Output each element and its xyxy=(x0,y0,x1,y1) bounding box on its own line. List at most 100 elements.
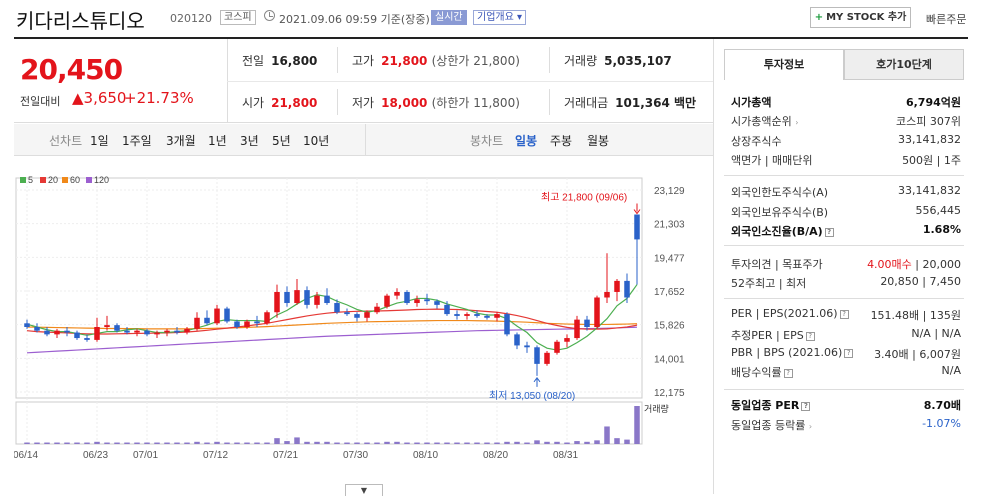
quick-order-link[interactable]: 빠른주문 xyxy=(926,13,967,26)
volume-bar xyxy=(234,442,240,444)
chevron-down-icon[interactable]: ▼ xyxy=(345,484,383,496)
opinion-row: 투자의견 | 목표주가 4.00매수 | 20,000 xyxy=(731,256,961,272)
help-icon[interactable]: ? xyxy=(844,349,854,358)
foreign-hold-value: 556,445 xyxy=(915,204,962,217)
ma20-line xyxy=(26,308,638,335)
period-1w[interactable]: 1주일 xyxy=(122,134,152,148)
per-row: PER | EPS(2021.06)? 151.48배 | 135원 xyxy=(731,307,961,322)
ma5-line xyxy=(26,284,638,351)
price-chart[interactable]: 23,129 21,303 19,477 17,652 15,826 14,001 12,1… xyxy=(14,170,713,490)
divider xyxy=(337,47,338,73)
divider xyxy=(724,245,964,246)
candle-body xyxy=(594,297,600,327)
candle-body xyxy=(544,352,550,364)
help-icon[interactable]: ? xyxy=(839,310,849,319)
candle-body xyxy=(554,341,560,353)
help-icon[interactable]: ? xyxy=(783,369,793,378)
shares-value: 33,141,832 xyxy=(898,133,961,146)
tab-order-book[interactable]: 호가10단계 xyxy=(844,49,964,80)
candle-daily[interactable]: 일봉 xyxy=(515,134,538,148)
volume-bar xyxy=(394,441,400,444)
period-3y[interactable]: 3년 xyxy=(240,134,259,148)
volume-bar xyxy=(34,442,40,444)
sector-rate-label: 동일업종 등락률 xyxy=(731,419,806,432)
candle-body xyxy=(614,280,620,292)
candle-body xyxy=(94,326,100,340)
x-tick-label: 07/12 xyxy=(203,450,228,461)
volume-bar xyxy=(154,442,160,444)
market-cap-value: 6,794억원 xyxy=(905,96,961,109)
volume-bar xyxy=(354,442,360,444)
period-1y[interactable]: 1년 xyxy=(208,134,227,148)
cap-rank-row: 시가총액순위 › 코스피 307위 xyxy=(731,113,961,129)
volume-bar xyxy=(554,441,560,444)
min-arrow-head xyxy=(533,377,541,383)
candle-body xyxy=(564,338,570,342)
period-5y[interactable]: 5년 xyxy=(272,134,291,148)
candle-body xyxy=(414,299,420,304)
candle-monthly[interactable]: 월봉 xyxy=(587,134,610,148)
prev-close: 전일 16,800 xyxy=(242,52,317,69)
volume-bar xyxy=(284,441,290,444)
candle-body xyxy=(524,345,530,348)
foreign-ratio-value: 1.68% xyxy=(922,223,961,236)
volume-bar xyxy=(124,442,130,444)
ma120-line xyxy=(26,326,638,354)
candle-body xyxy=(84,338,90,340)
volume-bar xyxy=(604,426,610,444)
chart-toolbar: 선차트 1일 1주일 3개월 1년 3년 5년 10년 봉차트 일봉 주봉 월봉 xyxy=(14,124,713,156)
volume-bar xyxy=(544,441,550,444)
cap-rank-label: 시가총액순위 xyxy=(731,115,792,128)
help-icon[interactable]: ? xyxy=(801,402,811,411)
chevron-right-icon: › xyxy=(795,118,799,127)
plus-icon: + xyxy=(814,12,824,23)
volume-bar xyxy=(594,440,600,444)
w52-value: 20,850 | 7,450 xyxy=(880,275,961,288)
sector-rate-value: -1.07% xyxy=(922,417,961,430)
volume-bar xyxy=(584,441,590,444)
candle-body xyxy=(174,330,180,333)
period-1d[interactable]: 1일 xyxy=(90,134,109,148)
volume-bar xyxy=(304,441,310,444)
upper-limit: (상한가 21,800) xyxy=(431,54,520,68)
candle-body xyxy=(584,319,590,327)
period-10y[interactable]: 10년 xyxy=(303,134,330,148)
period-3m[interactable]: 3개월 xyxy=(166,134,196,148)
x-tick-label: 08/20 xyxy=(483,450,508,461)
clock-icon xyxy=(264,10,275,21)
volume-bar xyxy=(184,442,190,444)
foreign-hold-row: 외국인보유주식수(B) 556,445 xyxy=(731,204,961,220)
dividend-value: N/A xyxy=(941,364,961,377)
help-icon[interactable]: ? xyxy=(805,332,815,341)
candle-body xyxy=(424,299,430,302)
candle-body xyxy=(214,308,220,324)
live-button[interactable]: 실시간 xyxy=(431,10,467,25)
add-mystock-button[interactable]: + MY STOCK 추가 xyxy=(810,7,911,28)
volume-bar xyxy=(444,442,450,444)
foreign-limit-label: 외국인한도주식수(A) xyxy=(731,186,829,199)
candle-body xyxy=(24,323,30,327)
stock-header: 키다리스튜디오 020120 코스피 2021.09.06 09:59 기준(장… xyxy=(0,0,982,36)
corp-info-dropdown[interactable]: 기업개요 ▾ xyxy=(473,10,526,25)
min-annotation: 최저 13,050 (08/20) xyxy=(489,390,575,402)
volume-bar xyxy=(454,442,460,444)
header-divider xyxy=(14,37,968,39)
candle-body xyxy=(604,291,610,298)
ma60-line xyxy=(26,319,638,330)
volume-bar xyxy=(624,439,630,444)
volume-frame xyxy=(15,401,643,445)
legend-label: 5 xyxy=(28,175,33,185)
volume-bar xyxy=(514,441,520,444)
y-tick-label: 17,652 xyxy=(654,287,685,298)
candle-body xyxy=(74,332,80,339)
help-icon[interactable]: ? xyxy=(824,228,834,237)
candle-weekly[interactable]: 주봉 xyxy=(550,134,573,148)
tab-investment-info[interactable]: 투자정보 xyxy=(724,49,844,80)
volume-bar xyxy=(344,442,350,444)
candle-body xyxy=(144,330,150,335)
volume-bar xyxy=(144,442,150,444)
candle-body xyxy=(364,312,370,318)
pbr-label: PBR | BPS (2021.06) xyxy=(731,346,843,359)
candle-body xyxy=(224,308,230,322)
lower-limit: (하한가 11,800) xyxy=(431,96,520,110)
